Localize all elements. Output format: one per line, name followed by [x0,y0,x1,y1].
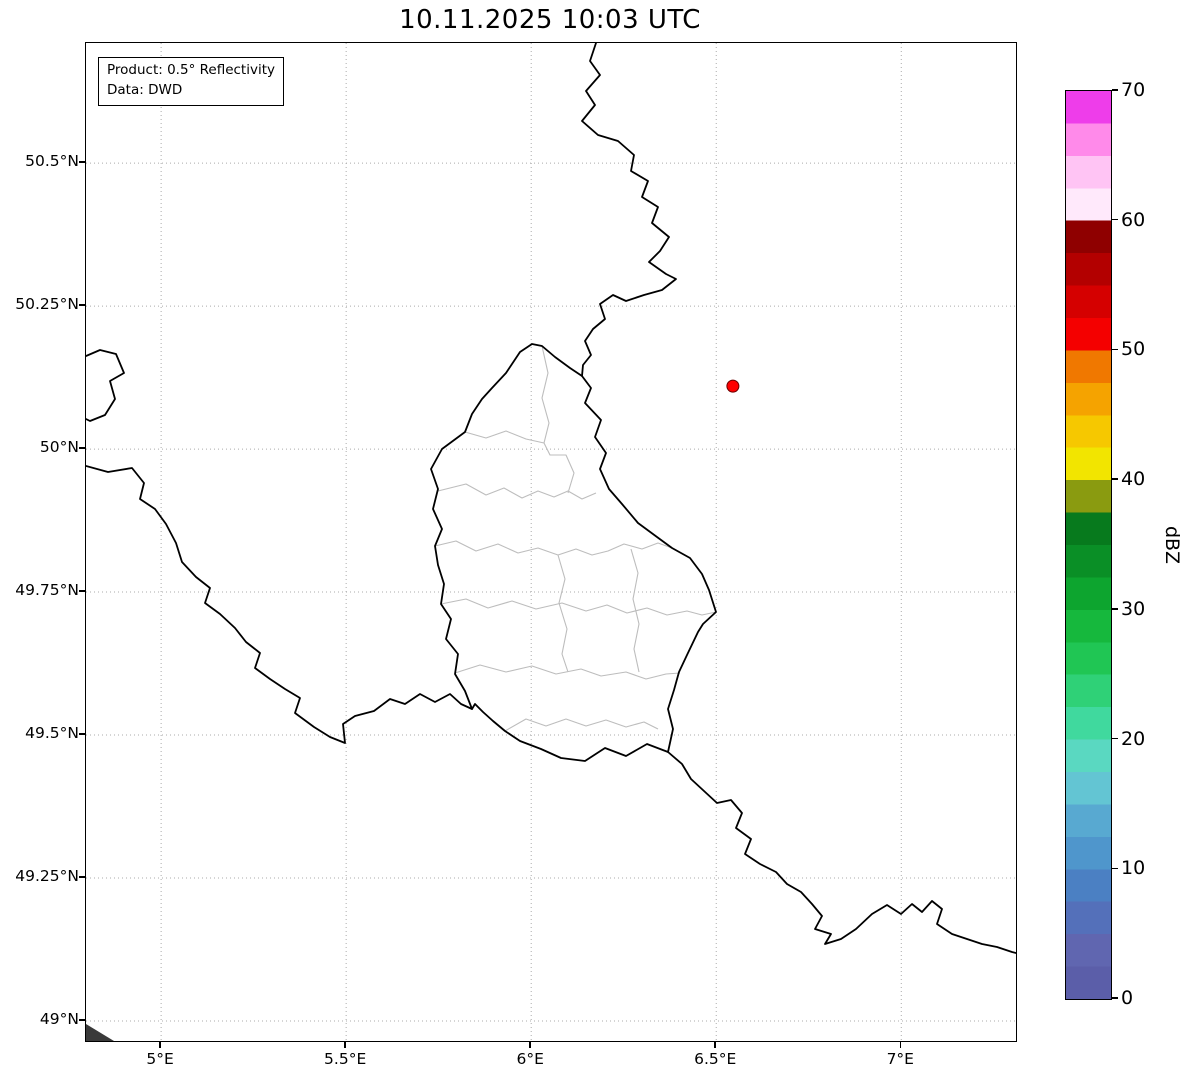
colorbar-tick [1112,89,1118,91]
colorbar-tick [1112,867,1118,870]
colorbar-tick [1112,478,1118,480]
y-axis-tick [79,447,85,449]
y-axis-tick [79,161,85,163]
admin-border [454,664,681,680]
lat-tick-label: 49.25°N [15,867,79,885]
lat-tick-label: 49°N [39,1009,79,1028]
x-axis-tick [159,1042,161,1048]
admin-border [434,540,673,556]
admin-border [440,598,717,616]
colorbar-tick-label: 20 [1121,727,1146,750]
colorbar-tick [1112,997,1118,999]
country-border [86,349,125,422]
colorbar [1065,90,1112,1000]
admin-border [630,548,640,673]
lon-tick-label: 7°E [886,1050,914,1068]
corner-patch [86,1024,114,1041]
data-source-label: Data: DWD [107,81,183,98]
y-axis-tick [79,590,85,592]
colorbar-tick [1112,737,1118,740]
lat-tick-label: 50°N [39,438,79,457]
x-axis-tick [344,1042,346,1048]
admin-border [504,718,659,732]
admin-border [437,483,597,500]
country-border [430,343,717,762]
product-label: Product: 0.5° Reflectivity [107,62,275,78]
info-box: Product: 0.5° Reflectivity Data: DWD [98,57,284,107]
country-border [667,751,1016,954]
colorbar-tick-label: 0 [1121,987,1134,1009]
colorbar-tick-label: 60 [1121,208,1146,231]
figure-title: 10.11.2025 10:03 UTC [399,5,701,35]
y-axis-tick [79,304,85,306]
map-svg [86,43,1016,1041]
lat-tick-label: 49.75°N [15,581,79,600]
country-border [86,465,473,744]
y-axis-tick [79,876,85,878]
y-axis-tick [79,733,85,735]
y-axis-tick [79,1019,85,1021]
colorbar-tick-label: 50 [1121,338,1146,361]
colorbar-tick-label: 30 [1121,597,1146,620]
radar-site-marker [726,379,740,393]
colorbar-tick [1112,348,1118,351]
lat-tick-label: 50.25°N [15,295,79,314]
colorbar-tick-label: 10 [1121,857,1146,880]
lon-tick-label: 5°E [146,1050,174,1068]
admin-border [557,554,569,673]
colorbar-gradient [1066,91,1111,999]
colorbar-tick-label: 70 [1121,79,1146,101]
admin-border [464,430,545,444]
x-axis-tick [714,1042,716,1048]
lon-tick-label: 6.5°E [694,1050,737,1068]
country-border [581,43,677,377]
lat-tick-label: 50.5°N [25,152,79,171]
colorbar-tick [1112,608,1118,610]
colorbar-tick-label: 40 [1121,468,1146,491]
colorbar-tick [1112,218,1118,221]
x-axis-tick [529,1042,531,1048]
lon-tick-label: 5.5°E [324,1050,367,1068]
map-frame: Product: 0.5° Reflectivity Data: DWD [85,42,1017,1042]
colorbar-axis-label: dBZ [1161,525,1183,565]
x-axis-tick [899,1042,902,1048]
lat-tick-label: 49.5°N [25,724,79,743]
lon-tick-label: 6°E [516,1050,544,1068]
